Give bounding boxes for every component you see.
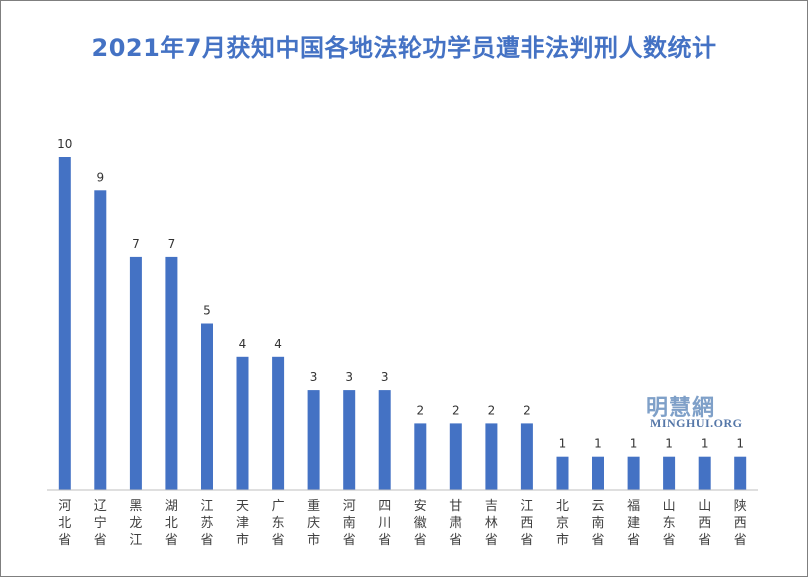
- category-label-9: 四川省: [378, 499, 391, 548]
- value-label-5: 4: [239, 337, 247, 351]
- watermark-logo-text: 明慧網: [646, 395, 716, 421]
- category-label-5: 天津市: [236, 499, 249, 548]
- category-label-0: 河北省: [58, 499, 71, 548]
- bar-4: [201, 323, 213, 490]
- bar-18: [698, 456, 711, 490]
- bar-9: [378, 390, 391, 490]
- category-label-1: 辽宁省: [94, 499, 107, 548]
- bar-16: [627, 456, 640, 490]
- category-label-17: 山东省: [663, 499, 676, 548]
- value-label-18: 1: [701, 437, 709, 451]
- watermark-url: MINGHUI.ORG: [650, 416, 743, 430]
- category-label-15: 云南省: [591, 499, 604, 548]
- bar-5: [236, 356, 249, 490]
- category-label-4: 江苏省: [200, 499, 213, 548]
- bar-7: [307, 390, 320, 490]
- bar-19: [734, 456, 747, 490]
- bar-17: [663, 456, 676, 490]
- category-label-13: 江西省: [520, 499, 533, 548]
- value-label-13: 2: [523, 403, 531, 417]
- bar-2: [129, 256, 142, 490]
- value-label-4: 5: [203, 304, 211, 318]
- value-label-0: 10: [57, 137, 72, 151]
- value-label-14: 1: [559, 437, 567, 451]
- category-label-16: 福建省: [627, 499, 640, 548]
- value-labels-group: 10 9 7 7 5 4 4 3 3 3 2 2 2 2 1 1 1 1 1 1: [57, 137, 744, 451]
- value-label-8: 3: [345, 370, 353, 384]
- bars-group: [58, 157, 747, 491]
- category-label-11: 甘肃省: [449, 499, 462, 548]
- bar-11: [449, 423, 462, 490]
- bar-1: [94, 190, 107, 491]
- bar-10: [414, 423, 427, 490]
- chart-title: 2021年7月获知中国各地法轮功学员遭非法判刑人数统计: [91, 34, 717, 62]
- category-label-2: 黑龙江: [129, 499, 142, 548]
- bar-13: [520, 423, 533, 490]
- value-label-17: 1: [665, 437, 673, 451]
- value-label-16: 1: [630, 437, 638, 451]
- category-label-8: 河南省: [343, 499, 356, 548]
- value-label-19: 1: [736, 437, 744, 451]
- value-label-6: 4: [274, 337, 282, 351]
- category-label-12: 吉林省: [485, 499, 498, 548]
- category-label-7: 重庆市: [307, 498, 320, 548]
- value-label-15: 1: [594, 437, 602, 451]
- value-label-9: 3: [381, 370, 389, 384]
- category-label-10: 安徽省: [414, 499, 427, 548]
- bar-14: [556, 456, 569, 490]
- category-label-14: 北京市: [556, 499, 569, 548]
- bar-0: [58, 157, 71, 490]
- bar-15: [592, 456, 604, 490]
- value-label-1: 9: [96, 170, 104, 184]
- value-label-3: 7: [168, 237, 176, 251]
- bar-3: [165, 256, 178, 490]
- value-label-2: 7: [132, 237, 140, 251]
- bar-12: [485, 423, 498, 490]
- bar-8: [343, 390, 356, 490]
- category-label-3: 湖北省: [165, 499, 178, 548]
- value-label-10: 2: [416, 403, 424, 417]
- bar-6: [272, 356, 285, 490]
- category-label-6: 广东省: [272, 499, 285, 548]
- category-label-19: 陕西省: [734, 499, 747, 548]
- value-label-7: 3: [310, 370, 318, 384]
- value-label-11: 2: [452, 403, 460, 417]
- value-label-12: 2: [488, 403, 496, 417]
- category-label-18: 山西省: [698, 499, 711, 548]
- category-labels-group: 河北省 辽宁省 黑龙江 湖北省 江苏省 天津市 广东省 重庆市 河南省 四川省 安徽省 甘肃省 吉林省 江…: [58, 498, 746, 548]
